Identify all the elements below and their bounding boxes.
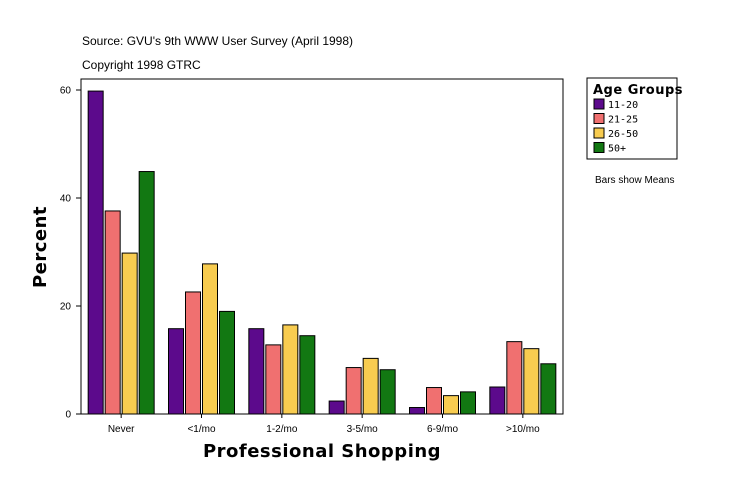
bar-50+-1	[219, 310, 235, 415]
x-tick-label: <1/mo	[187, 424, 216, 435]
bar-21-25-3	[345, 367, 362, 415]
bar-26-50-5	[523, 348, 540, 415]
x-tick-label: 1-2/mo	[266, 424, 298, 435]
bar-11-20-0	[87, 90, 104, 415]
legend-label: 50+	[608, 144, 626, 155]
bar-11-20-4	[409, 407, 425, 415]
legend-label: 11-20	[608, 100, 638, 111]
bar-21-25-5	[506, 341, 523, 415]
bars-note: Bars show Means	[595, 175, 674, 186]
copyright-line: Copyright 1998 GTRC	[82, 58, 201, 72]
x-tick-label: >10/mo	[506, 424, 540, 435]
legend-swatch	[593, 98, 605, 110]
x-axis-title: Professional Shopping	[203, 441, 441, 462]
y-axis: 0 20 40 60	[60, 86, 81, 421]
y-tick-label: 40	[60, 194, 72, 205]
legend-title: Age Groups	[593, 83, 683, 98]
bar-21-25-4	[426, 387, 442, 415]
bar-11-20-1	[168, 328, 184, 415]
x-axis: Never <1/mo 1-2/mo 3-5/mo 6-9/mo >10/mo	[108, 414, 540, 435]
legend-swatch	[593, 127, 605, 139]
legend: Age Groups 11-20 21-25 26-50 50+	[586, 77, 683, 160]
bar-50+-5	[540, 363, 557, 415]
bar-50+-0	[138, 171, 155, 415]
bar-11-20-5	[489, 386, 506, 415]
legend-label: 26-50	[608, 129, 638, 140]
bar-11-20-2	[248, 328, 265, 415]
y-tick-label: 0	[65, 410, 71, 421]
y-axis-title: Percent	[30, 206, 51, 288]
plot-frame	[80, 78, 564, 415]
bar-26-50-3	[362, 357, 379, 415]
legend-label: 21-25	[608, 115, 638, 126]
legend-items: 11-20 21-25 26-50 50+	[593, 98, 638, 155]
bar-26-50-1	[202, 263, 218, 415]
bar-26-50-0	[121, 252, 138, 415]
source-line: Source: GVU's 9th WWW User Survey (April…	[82, 34, 353, 48]
bar-50+-2	[299, 335, 316, 415]
y-tick-label: 20	[60, 302, 72, 313]
x-tick-label: 6-9/mo	[427, 424, 459, 435]
bar-50+-4	[460, 391, 476, 415]
bar-26-50-2	[282, 324, 299, 415]
bar-21-25-1	[185, 291, 201, 415]
legend-swatch	[593, 142, 605, 153]
bar-21-25-0	[104, 210, 121, 415]
bar-21-25-2	[265, 344, 282, 415]
bar-50+-3	[379, 369, 396, 415]
bar-11-20-3	[328, 400, 345, 415]
y-tick-label: 60	[60, 86, 72, 97]
legend-swatch	[593, 113, 605, 124]
x-tick-label: Never	[108, 424, 135, 435]
x-tick-label: 3-5/mo	[347, 424, 379, 435]
bars-group	[87, 90, 557, 415]
bar-26-50-4	[443, 395, 459, 415]
